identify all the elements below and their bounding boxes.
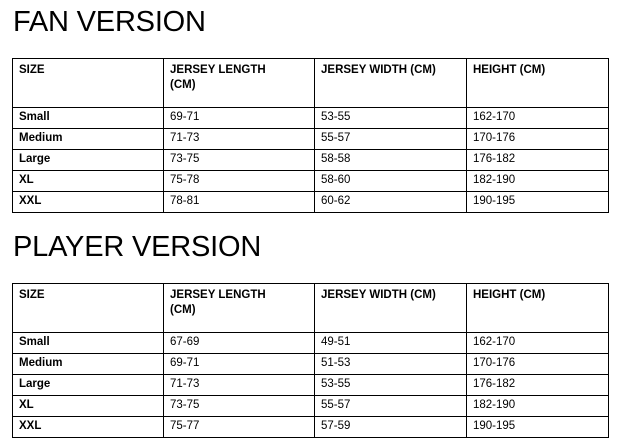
cell-jersey-width: 55-57 [314, 395, 467, 417]
table-row: Small 67-69 49-51 162-170 [12, 332, 609, 354]
table-header: SIZE JERSEY LENGTH (CM) JERSEY WIDTH (CM… [12, 58, 609, 108]
table-row: Small 69-71 53-55 162-170 [12, 107, 609, 129]
cell-size: Large [12, 149, 164, 171]
cell-jersey-length: 71-73 [163, 374, 315, 396]
table-row: XXL 75-77 57-59 190-195 [12, 416, 609, 438]
cell-jersey-width: 49-51 [314, 332, 467, 354]
cell-jersey-width: 53-55 [314, 107, 467, 129]
table-header-row: SIZE JERSEY LENGTH (CM) JERSEY WIDTH (CM… [12, 283, 609, 333]
table-row: Medium 69-71 51-53 170-176 [12, 353, 609, 375]
table-header: SIZE JERSEY LENGTH (CM) JERSEY WIDTH (CM… [12, 283, 609, 333]
cell-height: 182-190 [466, 170, 609, 192]
cell-jersey-width: 57-59 [314, 416, 467, 438]
table-row: XL 75-78 58-60 182-190 [12, 170, 609, 192]
cell-jersey-width: 53-55 [314, 374, 467, 396]
player-version-size-table: SIZE JERSEY LENGTH (CM) JERSEY WIDTH (CM… [12, 283, 609, 438]
column-header-height: HEIGHT (CM) [466, 58, 609, 108]
table-row: Large 71-73 53-55 176-182 [12, 374, 609, 396]
cell-size: Large [12, 374, 164, 396]
cell-size: XXL [12, 191, 164, 213]
cell-jersey-length: 73-75 [163, 395, 315, 417]
fan-version-title: FAN VERSION [13, 6, 206, 38]
column-header-jersey-width-label: JERSEY WIDTH (CM) [321, 64, 436, 76]
cell-jersey-length: 69-71 [163, 353, 315, 375]
cell-height: 190-195 [466, 416, 609, 438]
table-row: Large 73-75 58-58 176-182 [12, 149, 609, 171]
column-header-jersey-length-line2: (CM) [170, 304, 196, 316]
size-chart-page: FAN VERSION SIZE JERSEY LENGTH (CM) JERS… [12, 6, 609, 438]
cell-size: Medium [12, 353, 164, 375]
cell-jersey-width: 58-60 [314, 170, 467, 192]
column-header-height: HEIGHT (CM) [466, 283, 609, 333]
cell-jersey-length: 78-81 [163, 191, 315, 213]
cell-size: XL [12, 170, 164, 192]
cell-height: 176-182 [466, 374, 609, 396]
fan-version-size-table: SIZE JERSEY LENGTH (CM) JERSEY WIDTH (CM… [12, 58, 609, 213]
cell-size: XL [12, 395, 164, 417]
cell-jersey-length: 71-73 [163, 128, 315, 150]
table-header-row: SIZE JERSEY LENGTH (CM) JERSEY WIDTH (CM… [12, 58, 609, 108]
cell-jersey-width: 60-62 [314, 191, 467, 213]
cell-height: 182-190 [466, 395, 609, 417]
cell-size: Small [12, 332, 164, 354]
column-header-size: SIZE [12, 283, 164, 333]
cell-jersey-width: 58-58 [314, 149, 467, 171]
column-header-size: SIZE [12, 58, 164, 108]
table-row: XXL 78-81 60-62 190-195 [12, 191, 609, 213]
cell-size: Medium [12, 128, 164, 150]
cell-height: 170-176 [466, 353, 609, 375]
column-header-size-label: SIZE [19, 64, 45, 76]
cell-jersey-length: 75-78 [163, 170, 315, 192]
column-header-jersey-length-line1: JERSEY LENGTH [170, 64, 266, 76]
column-header-jersey-length: JERSEY LENGTH (CM) [163, 58, 315, 108]
column-header-jersey-width-label: JERSEY WIDTH (CM) [321, 289, 436, 301]
column-header-height-label: HEIGHT (CM) [473, 64, 546, 76]
cell-height: 162-170 [466, 107, 609, 129]
table-body: Small 69-71 53-55 162-170 Medium 71-73 5… [12, 107, 609, 213]
column-header-jersey-length-line1: JERSEY LENGTH [170, 289, 266, 301]
cell-jersey-length: 75-77 [163, 416, 315, 438]
cell-height: 162-170 [466, 332, 609, 354]
cell-size: XXL [12, 416, 164, 438]
cell-jersey-width: 51-53 [314, 353, 467, 375]
cell-jersey-length: 67-69 [163, 332, 315, 354]
cell-jersey-width: 55-57 [314, 128, 467, 150]
player-version-title: PLAYER VERSION [13, 231, 262, 263]
cell-height: 170-176 [466, 128, 609, 150]
table-row: Medium 71-73 55-57 170-176 [12, 128, 609, 150]
cell-height: 176-182 [466, 149, 609, 171]
cell-jersey-length: 69-71 [163, 107, 315, 129]
column-header-jersey-width: JERSEY WIDTH (CM) [314, 58, 467, 108]
column-header-size-label: SIZE [19, 289, 45, 301]
table-row: XL 73-75 55-57 182-190 [12, 395, 609, 417]
column-header-height-label: HEIGHT (CM) [473, 289, 546, 301]
cell-height: 190-195 [466, 191, 609, 213]
column-header-jersey-length: JERSEY LENGTH (CM) [163, 283, 315, 333]
cell-jersey-length: 73-75 [163, 149, 315, 171]
column-header-jersey-length-line2: (CM) [170, 79, 196, 91]
cell-size: Small [12, 107, 164, 129]
table-body: Small 67-69 49-51 162-170 Medium 69-71 5… [12, 332, 609, 438]
column-header-jersey-width: JERSEY WIDTH (CM) [314, 283, 467, 333]
